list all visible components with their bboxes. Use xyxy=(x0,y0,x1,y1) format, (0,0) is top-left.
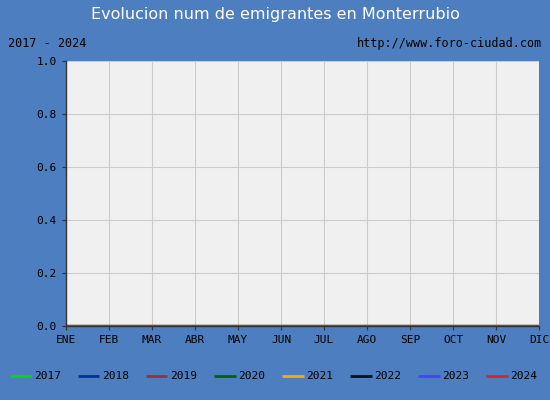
Text: 2020: 2020 xyxy=(238,371,265,381)
Text: 2021: 2021 xyxy=(306,371,333,381)
Text: 2017 - 2024: 2017 - 2024 xyxy=(8,37,86,50)
Text: 2023: 2023 xyxy=(442,371,470,381)
Text: 2024: 2024 xyxy=(510,371,537,381)
Text: 2019: 2019 xyxy=(170,371,197,381)
Text: 2018: 2018 xyxy=(102,371,129,381)
Text: Evolucion num de emigrantes en Monterrubio: Evolucion num de emigrantes en Monterrub… xyxy=(91,8,459,22)
Text: http://www.foro-ciudad.com: http://www.foro-ciudad.com xyxy=(356,37,542,50)
Text: 2022: 2022 xyxy=(375,371,402,381)
Text: 2017: 2017 xyxy=(34,371,61,381)
